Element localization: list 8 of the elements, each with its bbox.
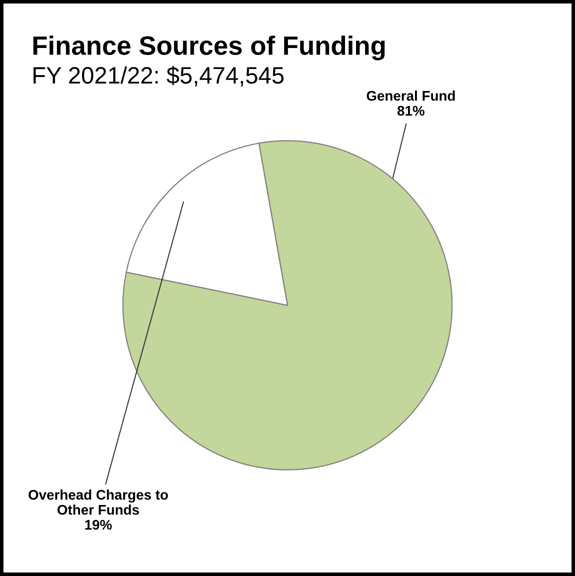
chart-subtitle: FY 2021/22: $5,474,545: [34, 66, 284, 87]
pie-slice: [126, 142, 288, 306]
data-label: 81%: [397, 106, 424, 116]
slice-label: General Fund: [366, 90, 455, 101]
data-label: 19%: [85, 520, 112, 530]
chart-title: Finance Sources of Funding: [33, 36, 385, 60]
pie-slice: [122, 140, 453, 470]
slice-label: Overhead Charges to Other Funds: [28, 490, 168, 515]
